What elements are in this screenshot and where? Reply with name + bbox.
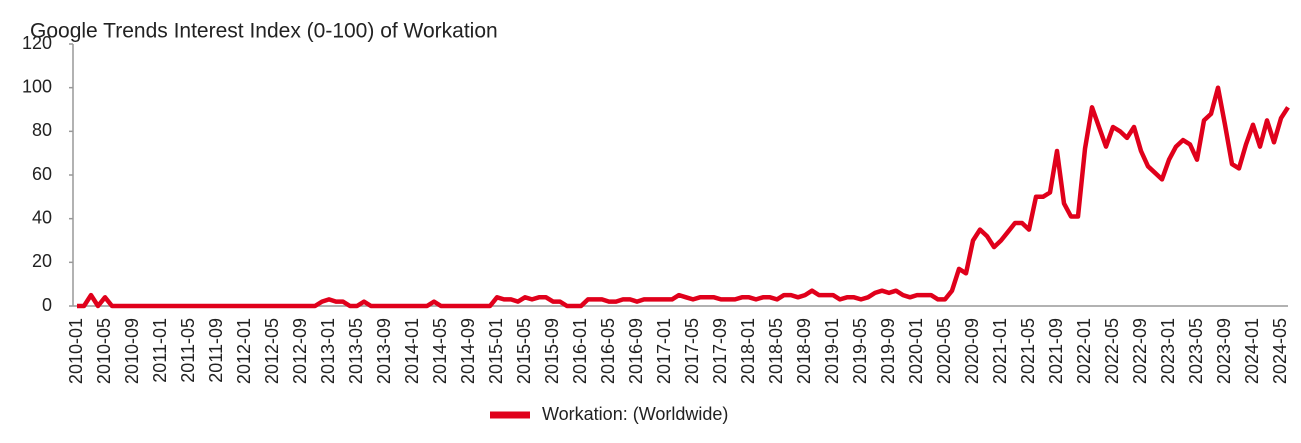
x-tick-label: 2019-09 bbox=[878, 318, 898, 384]
x-tick-label: 2015-09 bbox=[542, 318, 562, 384]
x-tick-label: 2018-01 bbox=[738, 318, 758, 384]
y-tick-label: 60 bbox=[32, 164, 52, 184]
x-tick-label: 2019-05 bbox=[850, 318, 870, 384]
x-tick-label: 2014-01 bbox=[402, 318, 422, 384]
x-tick-label: 2010-09 bbox=[122, 318, 142, 384]
x-tick-label: 2013-01 bbox=[318, 318, 338, 384]
x-tick-label: 2010-01 bbox=[66, 318, 86, 384]
y-tick-label: 120 bbox=[22, 33, 52, 53]
x-tick-label: 2017-09 bbox=[710, 318, 730, 384]
x-tick-label: 2011-01 bbox=[150, 318, 170, 383]
y-tick-label: 40 bbox=[32, 207, 52, 227]
x-tick-label: 2023-05 bbox=[1186, 318, 1206, 384]
x-tick-label: 2018-09 bbox=[794, 318, 814, 384]
y-tick-label: 100 bbox=[22, 76, 52, 96]
x-tick-label: 2021-09 bbox=[1046, 318, 1066, 384]
x-tick-label: 2015-01 bbox=[486, 318, 506, 384]
x-tick-label: 2014-09 bbox=[458, 318, 478, 384]
x-tick-label: 2012-09 bbox=[290, 318, 310, 384]
x-tick-label: 2020-05 bbox=[934, 318, 954, 384]
x-tick-label: 2024-05 bbox=[1270, 318, 1290, 384]
x-tick-label: 2020-01 bbox=[906, 318, 926, 384]
x-tick-label: 2021-01 bbox=[990, 318, 1010, 384]
x-tick-label: 2012-01 bbox=[234, 318, 254, 384]
x-tick-label: 2016-09 bbox=[626, 318, 646, 384]
chart-title: Google Trends Interest Index (0-100) of … bbox=[30, 20, 498, 43]
x-tick-label: 2015-05 bbox=[514, 318, 534, 384]
y-tick-label: 20 bbox=[32, 251, 52, 271]
x-tick-label: 2012-05 bbox=[262, 318, 282, 384]
data-line bbox=[77, 85, 1290, 309]
x-tick-label: 2016-01 bbox=[570, 318, 590, 384]
x-tick-label: 2016-05 bbox=[598, 318, 618, 384]
x-tick-label: 2024-01 bbox=[1242, 318, 1262, 384]
x-tick-label: 2022-01 bbox=[1074, 318, 1094, 384]
x-tick-label: 2013-09 bbox=[374, 318, 394, 384]
x-tick-label: 2022-05 bbox=[1102, 318, 1122, 384]
x-tick-label: 2021-05 bbox=[1018, 318, 1038, 384]
x-tick-label: 2013-05 bbox=[346, 318, 366, 384]
x-tick-label: 2010-05 bbox=[94, 318, 114, 384]
y-tick-label: 80 bbox=[32, 120, 52, 140]
x-tick-label: 2017-01 bbox=[654, 318, 674, 384]
x-tick-label: 2023-01 bbox=[1158, 318, 1178, 384]
x-tick-label: 2020-09 bbox=[962, 318, 982, 384]
x-tick-label: 2017-05 bbox=[682, 318, 702, 384]
x-tick-label: 2018-05 bbox=[766, 318, 786, 384]
x-tick-label: 2019-01 bbox=[822, 318, 842, 384]
x-tick-label: 2011-05 bbox=[178, 318, 198, 383]
legend-label: Workation: (Worldwide) bbox=[542, 404, 728, 424]
y-tick-label: 0 bbox=[42, 295, 52, 315]
x-tick-label: 2023-09 bbox=[1214, 318, 1234, 384]
x-tick-label: 2014-05 bbox=[430, 318, 450, 384]
x-tick-label: 2022-09 bbox=[1130, 318, 1150, 384]
x-tick-label: 2011-09 bbox=[206, 318, 226, 383]
